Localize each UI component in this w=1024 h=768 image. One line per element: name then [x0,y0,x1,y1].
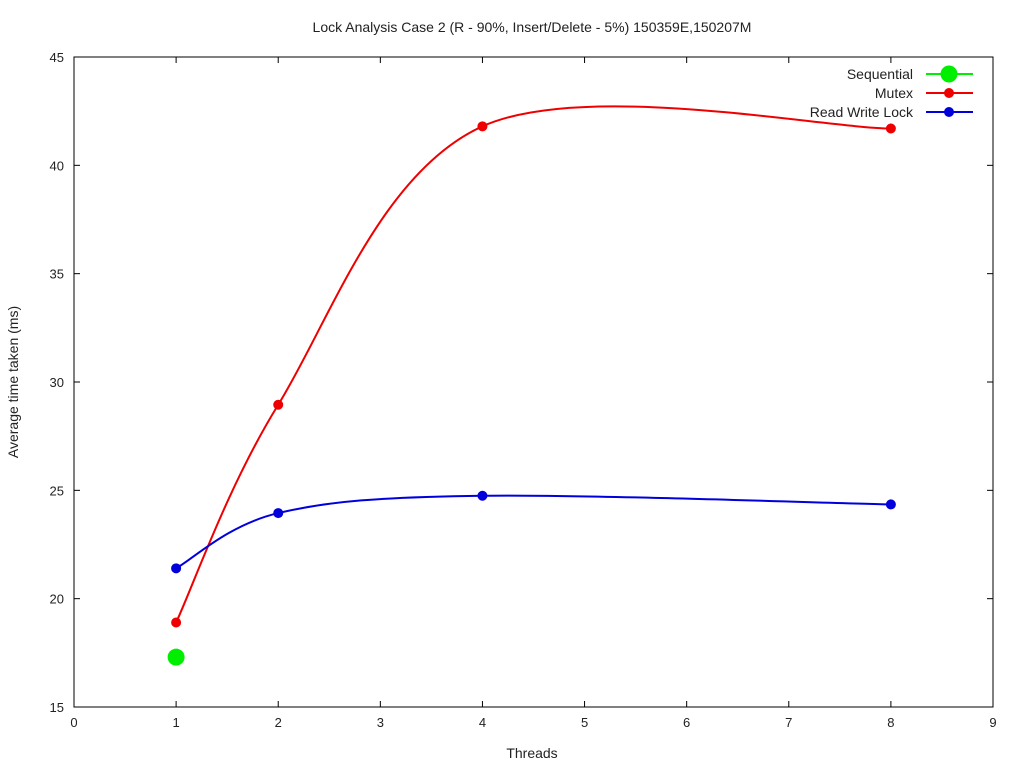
read-write-lock-line [175,494,891,570]
y-tick-label: 15 [50,700,64,715]
x-tick-label: 6 [683,715,690,730]
x-tick-label: 1 [172,715,179,730]
legend-label: Read Write Lock [810,104,914,120]
plot-frame [73,56,994,708]
mutex-line [175,105,891,623]
x-tick-label: 0 [70,715,77,730]
y-axis-label: Average time taken (ms) [5,306,21,458]
legend-label: Mutex [875,85,913,101]
legend-swatch-marker [944,107,954,117]
legend-swatch-marker [944,88,954,98]
y-tick-label: 35 [50,267,64,282]
legend-swatch-marker [940,65,958,83]
y-tick-label: 45 [50,50,64,65]
mutex-point [273,399,284,410]
y-axis: 15 20 25 30 35 40 45 [50,50,993,715]
series-read-write-lock [171,490,896,574]
read-write-lock-point [885,499,896,510]
x-tick-label: 4 [479,715,486,730]
series-layer [167,105,896,666]
mutex-point [885,123,896,134]
y-tick-label: 25 [50,483,64,498]
chart-title: Lock Analysis Case 2 (R - 90%, Insert/De… [313,19,752,35]
legend-item-mutex: Mutex [875,85,973,101]
legend: Sequential Mutex Read Write Lock [810,65,973,120]
legend-label: Sequential [847,66,913,82]
x-tick-label: 9 [989,715,996,730]
series-mutex [171,105,896,628]
read-write-lock-point [273,508,284,519]
x-tick-label: 8 [887,715,894,730]
legend-item-read-write-lock: Read Write Lock [810,104,973,120]
read-write-lock-point [477,490,488,501]
x-tick-label: 2 [275,715,282,730]
legend-item-sequential: Sequential [847,65,973,83]
series-sequential [167,648,185,666]
x-tick-label: 3 [377,715,384,730]
x-axis: 0 1 2 3 4 5 6 7 8 9 [70,57,997,730]
y-tick-label: 40 [50,158,64,173]
x-tick-label: 7 [785,715,792,730]
mutex-point [477,121,488,132]
y-tick-label: 30 [50,375,64,390]
sequential-point [167,648,185,666]
mutex-point [171,617,182,628]
y-tick-label: 20 [50,592,64,607]
x-axis-label: Threads [506,745,557,761]
x-tick-label: 5 [581,715,588,730]
read-write-lock-point [171,563,182,574]
